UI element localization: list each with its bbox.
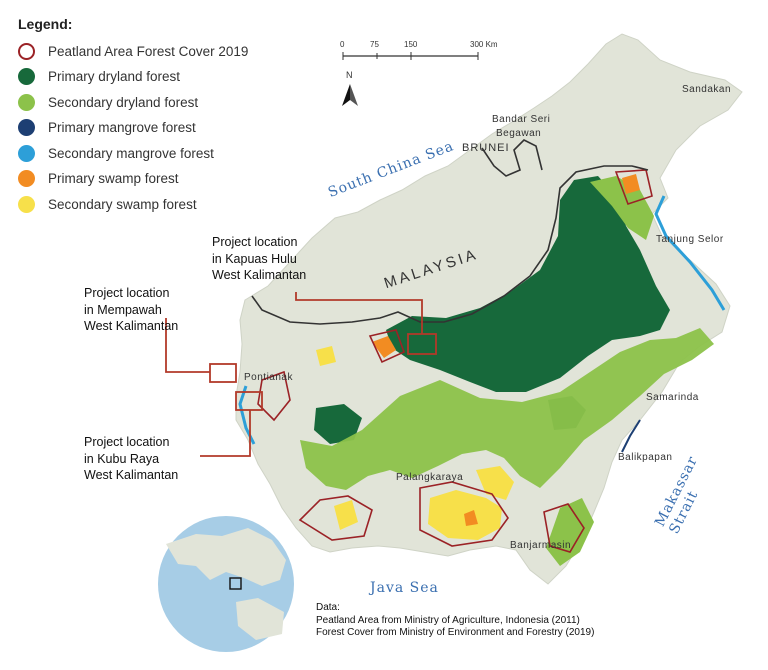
callout-kuburaya-line3: West Kalimantan: [84, 468, 179, 482]
scale-bar: [342, 52, 479, 60]
legend-label: Primary mangrove forest: [48, 120, 196, 135]
secondary-swamp-forest-patch: [334, 500, 358, 530]
legend-swatch-icon: [18, 170, 35, 187]
primary-swamp-forest-patch: [464, 510, 478, 526]
peatland-area-outlines: [257, 169, 653, 553]
kuburaya-project-box: [235, 391, 263, 411]
data-note-line1: Peatland Area from Ministry of Agricultu…: [316, 614, 580, 626]
primary-swamp-forest-patch: [372, 336, 396, 358]
secondary-swamp-forest-patch: [316, 346, 336, 366]
place-sandakan: Sandakan: [682, 84, 732, 95]
project-callouts: [165, 292, 437, 457]
legend-item: Primary swamp forest: [18, 168, 179, 190]
place-pontianak: Pontianak: [244, 372, 293, 383]
legend-swatch-icon: [18, 144, 35, 162]
primary-mangrove-forest-coast: [621, 419, 641, 453]
callout-kapuas-line3: West Kalimantan: [212, 268, 307, 282]
callout-kuburaya: Project location in Kubu Raya West Kalim…: [84, 434, 178, 484]
callout-mempawah-line1: Project location: [84, 286, 170, 300]
scale-label-300: 300 Km: [470, 40, 498, 49]
secondary-dryland-forest-region: [300, 328, 714, 490]
legend-item: Primary dryland forest: [18, 66, 180, 88]
inset-globe: [158, 516, 294, 652]
data-source-note: Data: Peatland Area from Ministry of Agr…: [316, 602, 594, 640]
legend-swatch-icon: [18, 195, 35, 213]
secondary-dryland-forest-region: [590, 176, 654, 240]
scale-label-75: 75: [370, 40, 379, 49]
callout-mempawah-line2: in Mempawah: [84, 302, 162, 317]
secondary-mangrove-forest-coast: [654, 195, 726, 311]
callout-mempawah: Project location in Mempawah West Kalima…: [84, 285, 178, 335]
place-samarinda: Samarinda: [646, 392, 699, 403]
brunei-label: BRUNEI: [462, 142, 510, 154]
scale-label-0: 0: [340, 40, 345, 49]
legend-label: Secondary dryland forest: [48, 94, 199, 110]
legend-item: Secondary mangrove forest: [18, 142, 214, 164]
north-arrow-icon: [342, 84, 358, 106]
legend-label: Peatland Area Forest Cover 2019: [48, 43, 249, 59]
scale-label-150: 150: [404, 40, 418, 49]
legend-swatch-icon: [18, 68, 35, 85]
callout-kuburaya-line1: Project location: [84, 435, 170, 449]
place-palangkaraya: Palangkaraya: [396, 472, 464, 483]
legend-title: Legend:: [18, 16, 73, 32]
legend-swatch-icon: [18, 93, 35, 111]
primary-swamp-forest-patch: [622, 174, 640, 194]
legend-item: Peatland Area Forest Cover 2019: [18, 40, 248, 62]
inset-focus-box: [229, 577, 242, 590]
legend-label: Secondary mangrove forest: [48, 145, 214, 161]
callout-kapuas: Project location in Kapuas Hulu West Kal…: [212, 234, 306, 284]
legend-label: Secondary swamp forest: [48, 196, 197, 212]
place-banjarmasin: Banjarmasin: [510, 540, 572, 551]
callout-kapuas-line1: Project location: [212, 235, 298, 249]
brunei-border: [481, 139, 543, 177]
place-tanjung-selor: Tanjung Selor: [656, 234, 724, 245]
place-balikpapan: Balikpapan: [618, 452, 673, 463]
legend-item: Secondary dryland forest: [18, 91, 198, 113]
place-begawan: Begawan: [496, 128, 542, 139]
data-note-line2: Forest Cover from Ministry of Environmen…: [316, 627, 595, 638]
place-bandar-seri: Bandar Seri: [492, 114, 551, 125]
legend-swatch-icon: [18, 42, 35, 60]
malaysia-indonesia-border: [251, 165, 649, 325]
legend-item: Secondary swamp forest: [18, 193, 197, 215]
primary-dryland-forest-region: [386, 176, 670, 392]
primary-dryland-forest-patch: [314, 404, 362, 444]
java-sea-label: Java Sea: [370, 580, 439, 596]
callout-mempawah-line3: West Kalimantan: [84, 319, 179, 333]
legend-label: Primary dryland forest: [48, 69, 181, 84]
legend-label: Primary swamp forest: [48, 171, 179, 186]
callout-kapuas-line2: in Kapuas Hulu: [212, 251, 297, 266]
north-label: N: [346, 70, 353, 80]
mempawah-project-box: [209, 363, 237, 383]
data-note-heading: Data:: [316, 602, 340, 613]
legend-item: Primary mangrove forest: [18, 117, 196, 139]
callout-kuburaya-line2: in Kubu Raya: [84, 451, 160, 466]
legend-swatch-icon: [18, 119, 35, 136]
